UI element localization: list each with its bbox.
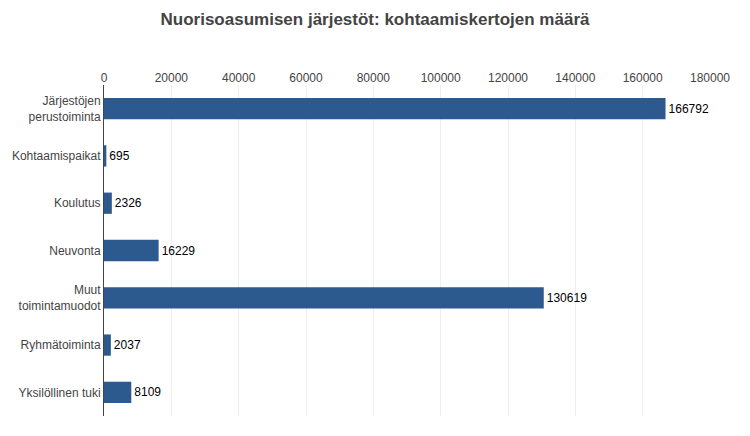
svg-text:80000: 80000 bbox=[357, 71, 391, 85]
svg-text:695: 695 bbox=[109, 149, 129, 163]
svg-text:60000: 60000 bbox=[289, 71, 323, 85]
svg-text:Nuorisoasumisen järjestöt: koh: Nuorisoasumisen järjestöt: kohtaamiskert… bbox=[161, 10, 590, 29]
svg-text:Yksilöllinen tuki: Yksilöllinen tuki bbox=[19, 386, 101, 400]
svg-text:Ryhmätoiminta: Ryhmätoiminta bbox=[21, 338, 101, 352]
svg-text:0: 0 bbox=[101, 71, 108, 85]
svg-text:2037: 2037 bbox=[114, 338, 141, 352]
svg-text:40000: 40000 bbox=[222, 71, 256, 85]
svg-text:Järjestöjenperustoiminta: Järjestöjenperustoiminta bbox=[29, 94, 101, 124]
svg-text:8109: 8109 bbox=[134, 385, 161, 399]
svg-text:130619: 130619 bbox=[547, 291, 587, 305]
svg-text:Muuttoimintamuodot: Muuttoimintamuodot bbox=[19, 283, 102, 313]
svg-text:16229: 16229 bbox=[162, 244, 196, 258]
svg-text:180000: 180000 bbox=[690, 71, 730, 85]
svg-text:120000: 120000 bbox=[488, 71, 528, 85]
svg-text:160000: 160000 bbox=[623, 71, 663, 85]
svg-text:Kohtaamispaikat: Kohtaamispaikat bbox=[12, 149, 101, 163]
svg-text:140000: 140000 bbox=[555, 71, 595, 85]
svg-text:Neuvonta: Neuvonta bbox=[49, 244, 101, 258]
svg-text:Koulutus: Koulutus bbox=[54, 196, 101, 210]
svg-text:2326: 2326 bbox=[115, 196, 142, 210]
svg-text:20000: 20000 bbox=[155, 71, 189, 85]
svg-text:100000: 100000 bbox=[421, 71, 461, 85]
svg-text:166792: 166792 bbox=[669, 102, 709, 116]
